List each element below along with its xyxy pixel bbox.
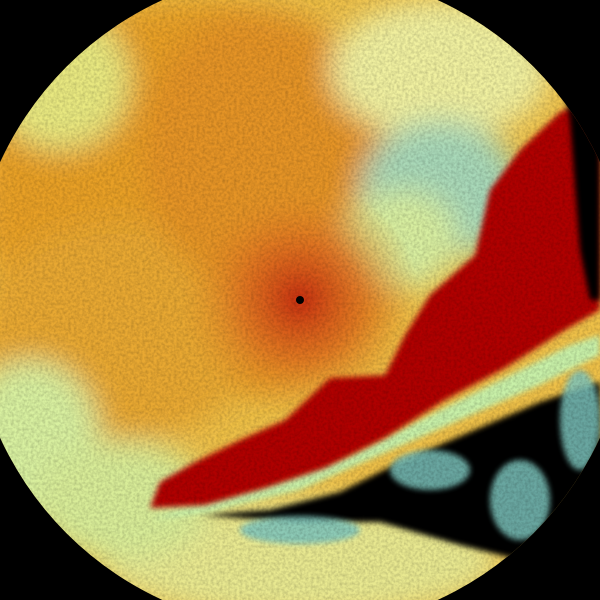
radar-site xyxy=(296,296,304,304)
